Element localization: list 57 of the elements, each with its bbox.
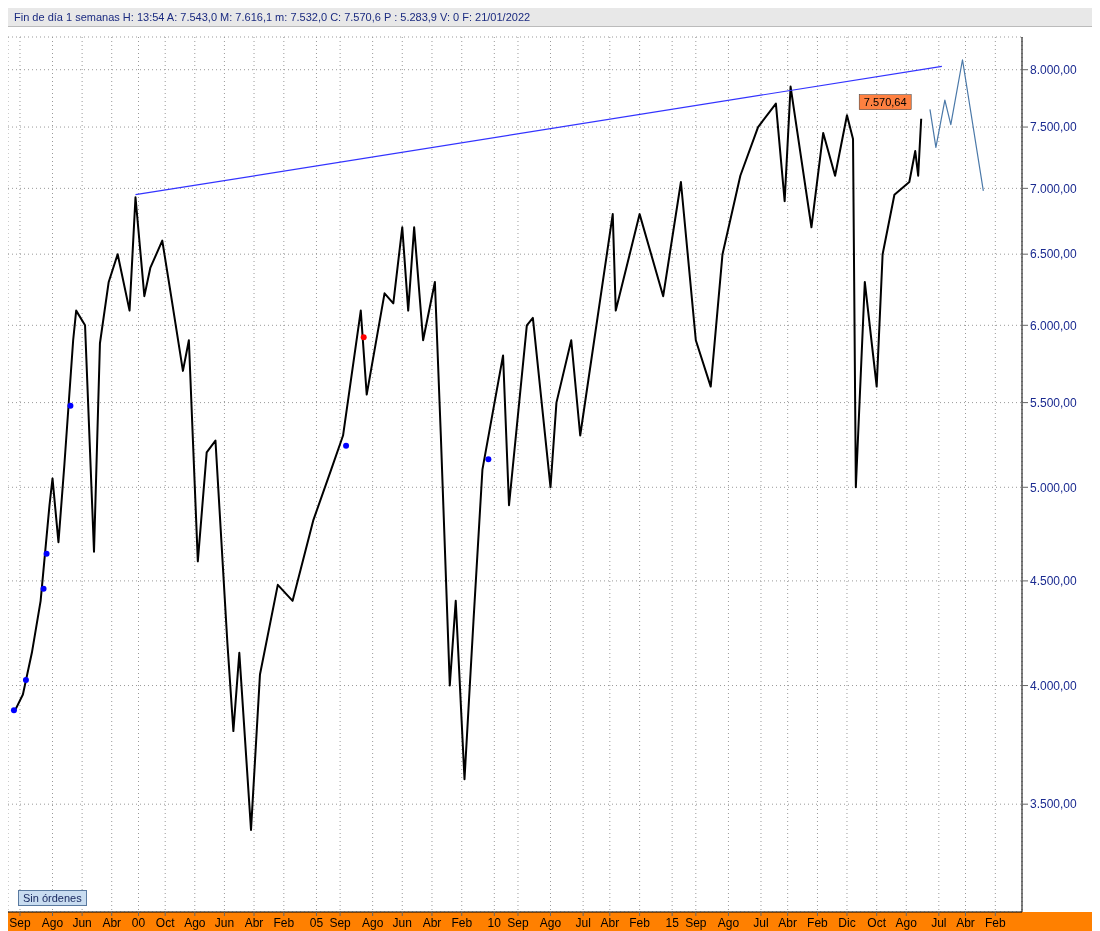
point (22, 677, 29, 683)
x-tick-label: Jun (214, 915, 235, 930)
y-tick-label: 3.500,00 (1030, 797, 1078, 812)
x-tick-label: Feb (984, 915, 1006, 930)
annotation: Sin órdenes (18, 890, 87, 906)
point (40, 585, 47, 592)
x-tick-label: Feb (807, 915, 829, 930)
y-tick-label: 5.000,00 (1030, 480, 1078, 495)
x-tick-label: Ago (539, 915, 562, 930)
x-tick-label: Jul (753, 915, 769, 930)
line-series (12, 85, 923, 831)
x-tick-label: Feb (629, 915, 651, 930)
line-series (929, 59, 984, 192)
x-tick-label: Ago (41, 915, 64, 930)
x-tick-label: Feb (451, 915, 473, 930)
x-tick-label: Jul (575, 915, 591, 930)
x-tick-label: Abr (600, 915, 620, 930)
x-tick-label: 15 (665, 915, 680, 930)
x-tick-label: Sep (9, 915, 31, 930)
x-tick-label: Dic (838, 915, 856, 930)
y-tick-label: 4.000,00 (1030, 678, 1078, 693)
x-tick-label: Ago (184, 915, 206, 930)
x-tick-label: 10 (487, 915, 502, 930)
y-tick-label: 7.000,00 (1030, 181, 1078, 196)
y-tick-label: 6.000,00 (1030, 318, 1078, 333)
x-tick-label: Sep (685, 915, 707, 930)
x-tick-label: Sep (507, 915, 529, 930)
point (67, 402, 74, 409)
x-tick-label: Oct (155, 915, 176, 930)
x-tick-label: Ago (361, 915, 384, 930)
point (343, 442, 350, 449)
point (10, 707, 17, 714)
chart-title: Fin de día 1 semanas H: 13:54 A: 7.543,0 M: 7.616,1 m: 7.532,0 C: 7.570,6 P : 5.283,9 V: 0 F: 21/01/2022 (8, 8, 1092, 27)
y-tick-label: 4.500,00 (1030, 574, 1078, 589)
x-tick-label: Abr (244, 915, 264, 930)
point (360, 334, 367, 341)
x-tick-label: Abr (422, 915, 442, 930)
x-tick-label: Feb (273, 915, 295, 930)
y-tick-label: 6.500,00 (1030, 247, 1078, 262)
y-tick-label: 7.500,00 (1030, 120, 1078, 135)
x-tick-label: 05 (309, 915, 324, 930)
x-tick-label: Jul (931, 915, 947, 930)
x-tick-label: Jun (72, 915, 92, 930)
x-tick-label: Abr (778, 915, 798, 930)
x-tick-label: Ago (717, 915, 740, 930)
y-tick-label: 5.500,00 (1030, 395, 1078, 410)
x-tick-label: Ago (895, 915, 918, 930)
point (43, 550, 50, 557)
x-tick-label: 00 (131, 915, 146, 930)
x-tick-label: Sep (329, 915, 352, 930)
annotation: 7.570,64 (863, 96, 907, 109)
x-tick-label: Oct (867, 915, 887, 930)
y-tick-label: 8.000,00 (1030, 62, 1078, 77)
point (485, 456, 492, 463)
x-tick-label: Abr (102, 915, 122, 930)
x-tick-label: Abr (956, 915, 975, 930)
x-tick-label: Jun (392, 915, 412, 930)
